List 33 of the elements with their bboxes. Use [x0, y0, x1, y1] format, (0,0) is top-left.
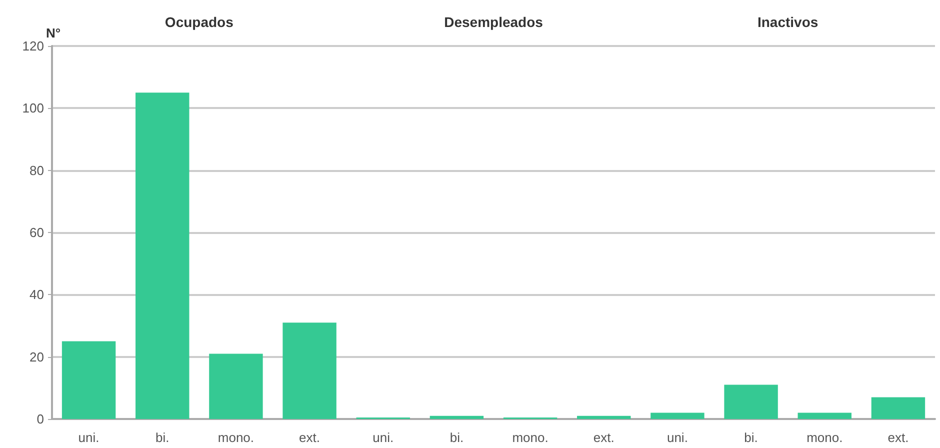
text: Ocupados [164, 14, 234, 30]
bar [650, 412, 704, 419]
bar [282, 322, 336, 419]
y-tick-label: 40 [30, 287, 44, 302]
bar [724, 384, 778, 419]
bar [798, 412, 852, 419]
x-tick-label: mono. [218, 430, 254, 445]
text: Desempleados [444, 14, 544, 30]
x-tick-label: ext. [299, 430, 320, 445]
x-tick-label: mono. [512, 430, 548, 445]
bar [136, 92, 190, 419]
x-tick-label: mono. [806, 430, 843, 445]
bar [62, 341, 116, 419]
y-tick-label: 80 [30, 162, 44, 178]
y-axis-title: N° [46, 26, 61, 41]
x-tick-label: ext. [593, 430, 614, 445]
x-tick-label: uni. [666, 430, 688, 445]
y-tick-label: 60 [30, 225, 44, 240]
x-tick-label: bi. [156, 430, 170, 445]
x-tick-label: uni. [372, 430, 394, 445]
bar [209, 354, 263, 419]
y-tick-label: 100 [22, 100, 44, 116]
x-tick-label: bi. [744, 430, 758, 445]
y-tick-label: 20 [30, 349, 44, 364]
x-tick-label: uni. [78, 430, 100, 445]
bar [871, 397, 926, 419]
x-tick-label: bi. [450, 430, 464, 445]
y-tick-label: 120 [22, 38, 44, 54]
x-tick-label: ext. [888, 430, 909, 445]
text: Inactivos [757, 14, 818, 30]
bar [430, 416, 484, 419]
y-tick-label: 0 [36, 412, 44, 426]
bar [577, 416, 631, 419]
